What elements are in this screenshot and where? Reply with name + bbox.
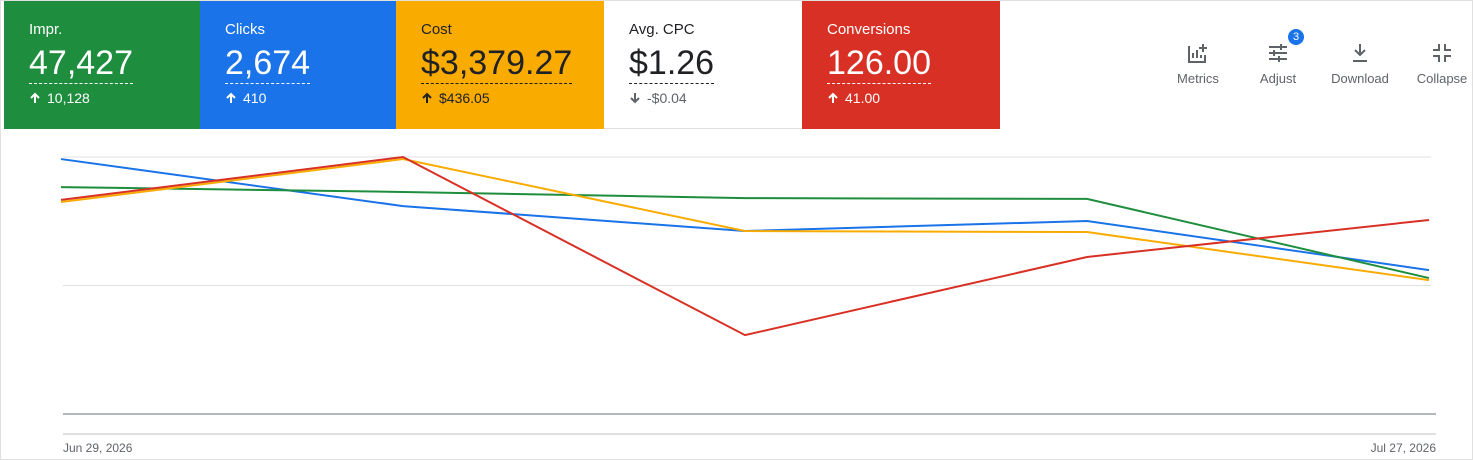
series-line [60, 155, 1430, 337]
change-text: 410 [243, 90, 267, 106]
metric-value: 126.00 [827, 44, 931, 84]
adjust-button[interactable]: Adjust [1238, 41, 1318, 86]
metric-label: Conversions [827, 21, 911, 38]
series-line [60, 186, 1430, 280]
button-label: Collapse [1416, 71, 1468, 86]
download-icon [1353, 44, 1367, 62]
metric-value: 47,427 [29, 44, 133, 84]
change-text: $436.05 [439, 90, 490, 106]
adjust-icon [1269, 44, 1287, 62]
series-line [60, 158, 1430, 282]
metric-change: 10,128 [29, 90, 200, 106]
metric-card[interactable]: Clicks 2,674 410 [200, 1, 396, 129]
collapse-button[interactable]: Collapse [1402, 41, 1472, 86]
adjust-badge: 3 [1288, 29, 1304, 45]
change-text: 41.00 [845, 90, 881, 106]
x-tick-label: Jun 29, 2026 [63, 441, 133, 455]
metric-change: 41.00 [827, 90, 1000, 106]
metric-change: -$0.04 [629, 90, 802, 106]
metric-value: $1.26 [629, 44, 715, 84]
trend-chart: Jun 29, 2026 Jul 27, 2026 [60, 155, 1437, 455]
change-text: 10,128 [47, 90, 90, 106]
metrics-icon [1188, 44, 1207, 63]
metric-card[interactable]: Cost $3,379.27 $436.05 [396, 1, 604, 129]
metric-value: $3,379.27 [421, 44, 573, 84]
up-arrow [30, 92, 40, 103]
download-button[interactable]: Download [1320, 41, 1400, 86]
metric-label: Clicks [225, 21, 265, 38]
metrics-button[interactable]: Metrics [1158, 41, 1238, 86]
up-arrow [422, 92, 432, 103]
metric-value: 2,674 [225, 44, 311, 84]
metric-label: Impr. [29, 21, 63, 38]
metric-card[interactable]: Impr. 47,427 10,128 [4, 1, 200, 129]
metric-label: Cost [421, 21, 452, 38]
metric-card[interactable]: Conversions 126.00 41.00 [802, 1, 1000, 129]
button-label: Adjust [1259, 71, 1297, 86]
up-arrow [828, 92, 838, 103]
up-arrow [226, 92, 236, 103]
metric-card[interactable]: Avg. CPC $1.26 -$0.04 [604, 1, 802, 129]
button-label: Download [1331, 71, 1389, 86]
down-arrow [630, 93, 640, 104]
x-tick-label: Jul 27, 2026 [1371, 441, 1437, 455]
metric-label: Avg. CPC [629, 21, 695, 38]
collapse-icon [1433, 44, 1451, 62]
metric-change: 410 [225, 90, 396, 106]
button-label: Metrics [1177, 71, 1219, 86]
change-text: -$0.04 [647, 90, 687, 106]
metric-change: $436.05 [421, 90, 604, 106]
